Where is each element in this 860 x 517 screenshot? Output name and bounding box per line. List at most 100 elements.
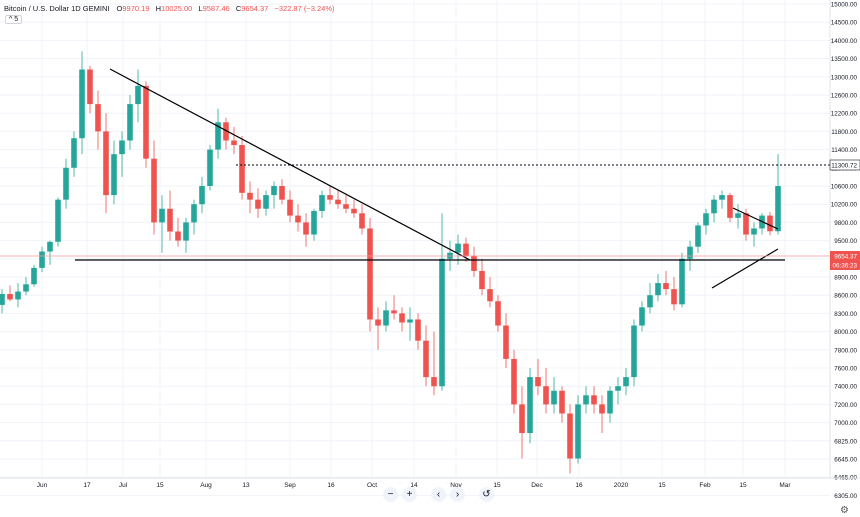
candle <box>751 222 757 247</box>
candle <box>199 176 205 214</box>
candle-body <box>279 186 285 200</box>
time-tick-label: Oct <box>367 482 377 489</box>
candle <box>655 273 661 302</box>
candle-body <box>119 140 125 155</box>
candle-body <box>607 390 613 414</box>
candle-body <box>495 301 501 326</box>
candle <box>511 349 517 414</box>
time-axis[interactable]: Jun 17 Jul 15 Aug 13 Sep 16 Oct 14 Nov 15 Dec 16 2020 1… <box>0 477 860 489</box>
time-tick-label: 17 <box>83 482 91 489</box>
candle-body <box>351 208 357 214</box>
candle <box>191 199 197 235</box>
price-tick-label: 7800.00 <box>834 347 857 354</box>
candle <box>583 386 589 414</box>
candle-body <box>727 195 733 218</box>
time-tick-label: Nov <box>450 482 462 489</box>
candle <box>639 301 645 332</box>
candle-body <box>327 195 333 200</box>
last-price-badge: 9654.37 <box>834 254 857 261</box>
candle <box>423 325 429 387</box>
candle <box>775 154 781 235</box>
time-tick-label: 16 <box>327 482 335 489</box>
candle-body <box>151 158 157 223</box>
candle <box>519 386 525 459</box>
candle <box>271 181 277 209</box>
candle-body <box>663 283 669 290</box>
price-tick-label: 11800.00 <box>831 129 857 136</box>
zoom-in-button[interactable]: + <box>402 487 417 502</box>
candle <box>487 277 493 308</box>
price-tick-label: 9800.00 <box>834 220 857 227</box>
candle-body <box>239 145 245 193</box>
countdown-badge: 06:36:23 <box>832 263 857 270</box>
candle-body <box>711 199 717 214</box>
low-label: L <box>198 4 203 13</box>
candle-body <box>639 307 645 326</box>
candle-body <box>519 404 525 433</box>
candle <box>55 197 61 247</box>
candle-body <box>671 289 677 305</box>
reset-chart-button[interactable]: ↺ <box>479 487 494 502</box>
candle <box>135 69 141 123</box>
candle-body <box>247 192 253 200</box>
time-tick-label: Mar <box>779 482 791 489</box>
candle <box>15 283 21 308</box>
candle <box>375 307 381 350</box>
grid-lines <box>0 0 830 496</box>
candle <box>391 295 397 320</box>
candle <box>327 186 333 205</box>
candle <box>367 217 373 332</box>
candle <box>279 179 285 205</box>
symbol-title[interactable]: Bitcoin / U.S. Dollar 1D GEMINI <box>4 4 110 13</box>
price-tick-label: 8300.00 <box>834 311 857 318</box>
candle-body <box>599 404 605 414</box>
candle <box>303 213 309 247</box>
candle <box>495 295 501 332</box>
candle <box>431 331 437 396</box>
zoom-out-button[interactable]: − <box>383 487 398 502</box>
candle <box>175 217 181 247</box>
candle <box>207 145 213 191</box>
candle-body <box>503 325 509 359</box>
candle <box>23 277 29 296</box>
candle-body <box>775 186 781 232</box>
candle <box>671 277 677 311</box>
time-tick-label: Aug <box>200 482 212 489</box>
candle-body <box>567 413 573 459</box>
candle-body <box>367 228 373 320</box>
price-axis[interactable]: 15000.00 14500.00 14000.00 13500.00 13000.00… <box>829 0 858 500</box>
candle <box>231 126 237 155</box>
candle-body <box>679 258 685 305</box>
candle <box>87 65 93 114</box>
price-tick-label: 12600.00 <box>831 93 858 100</box>
candle-body <box>391 310 397 314</box>
candle <box>679 252 685 308</box>
scroll-forward-button[interactable]: › <box>450 487 465 502</box>
candle-body <box>343 204 349 209</box>
candle-body <box>615 386 621 391</box>
candle <box>767 212 773 236</box>
candle-body <box>575 404 581 459</box>
candle <box>239 135 245 200</box>
time-tick-label: 15 <box>739 482 747 489</box>
price-tick-label: 7600.00 <box>834 366 857 373</box>
time-tick-label: 2020 <box>614 482 629 489</box>
candle-body <box>407 319 413 323</box>
candle <box>111 140 117 205</box>
candle-body <box>303 222 309 235</box>
price-tick-label: 7400.00 <box>834 384 857 391</box>
candle <box>759 213 765 235</box>
time-tick-label: 13 <box>242 482 250 489</box>
candle <box>39 246 45 273</box>
price-tick-label: 7200.00 <box>834 402 857 409</box>
open-label: O <box>116 4 123 13</box>
scroll-back-button[interactable]: ‹ <box>431 487 446 502</box>
candle-body <box>207 149 213 186</box>
gear-icon[interactable]: ⚙ <box>840 505 849 516</box>
price-tick-label: 14000.00 <box>831 38 858 45</box>
price-tick-label: 10200.00 <box>831 202 858 209</box>
collapse-legend-button[interactable]: ^ 5 <box>5 15 23 24</box>
candle-body <box>559 390 565 414</box>
candle-body <box>47 241 53 252</box>
